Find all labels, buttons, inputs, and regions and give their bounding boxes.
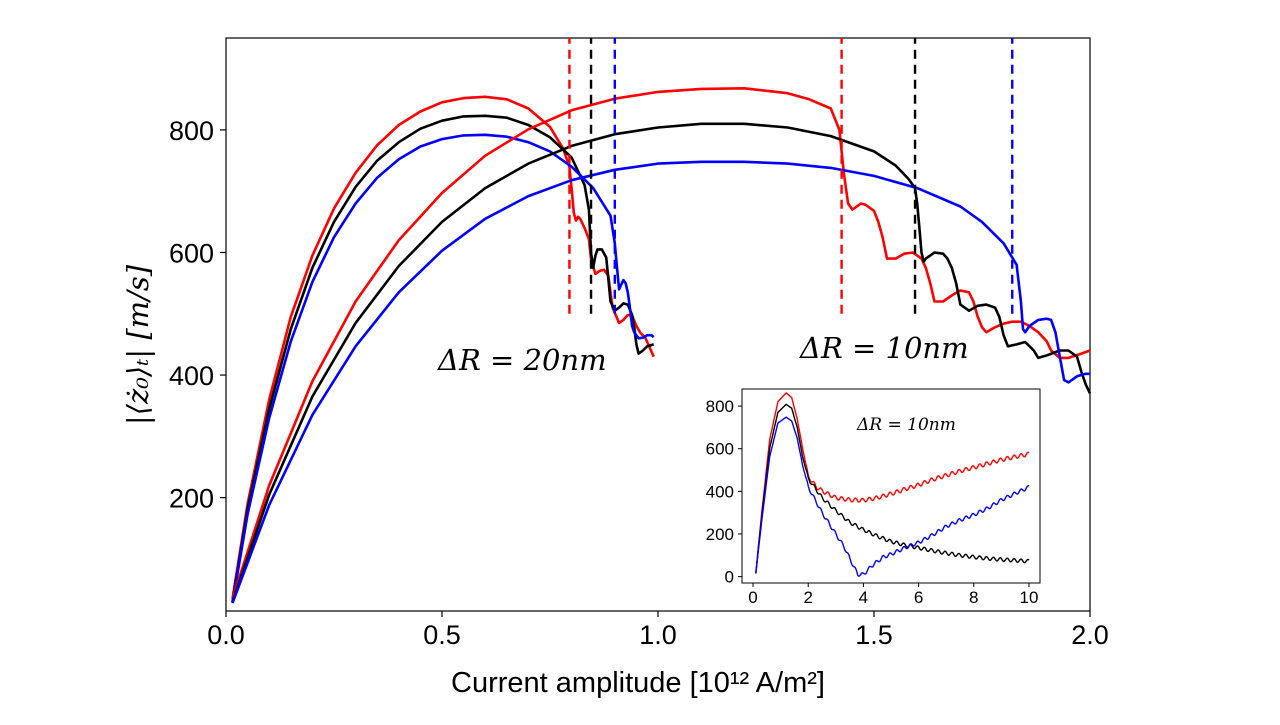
inset-y-tick-label-1: 200 — [706, 525, 734, 544]
inset-ticks-group: 0 2 4 6 8 10 0 200 400 600 800 — [706, 397, 1039, 607]
annotation-dr20: ΔR = 20nm — [437, 343, 607, 377]
inset-title: ΔR = 10nm — [856, 415, 956, 435]
series-line-3 — [231, 87, 1091, 600]
inset-series-line-1 — [755, 403, 1030, 574]
y-tick-label-3: 800 — [169, 116, 214, 146]
x-axis-label: Current amplitude [10¹² A/m²] — [451, 667, 825, 699]
y-tick-label-1: 400 — [169, 361, 214, 391]
x-tick-label-1: 0.5 — [423, 620, 461, 650]
x-tick-label-4: 2.0 — [1071, 620, 1109, 650]
inset-x-tick-label-2: 4 — [859, 588, 868, 607]
inset-x-tick-label-5: 10 — [1020, 588, 1039, 607]
x-tick-label-2: 1.0 — [639, 620, 677, 650]
inset-y-tick-label-3: 600 — [706, 440, 734, 459]
series-line-0 — [231, 95, 655, 599]
inset-series-line-2 — [755, 416, 1030, 577]
main-series-group — [231, 87, 1092, 604]
inset-x-tick-label-1: 2 — [803, 588, 812, 607]
x-tick-label-3: 1.5 — [855, 620, 893, 650]
x-tick-label-0: 0.0 — [207, 620, 245, 650]
inset-x-tick-label-3: 6 — [914, 588, 923, 607]
inset-y-tick-label-4: 800 — [706, 397, 734, 416]
inset-x-tick-label-0: 0 — [748, 588, 757, 607]
series-line-4 — [231, 122, 1092, 603]
annotation-dr10: ΔR = 10nm — [799, 331, 969, 365]
series-line-5 — [231, 160, 1090, 604]
y-tick-label-0: 200 — [169, 484, 214, 514]
inset-y-tick-label-2: 400 — [706, 482, 734, 501]
inset-y-tick-label-0: 0 — [725, 568, 734, 587]
inset-series-line-0 — [755, 392, 1030, 574]
threshold-lines-group — [568, 38, 1014, 314]
inset-x-tick-label-4: 8 — [969, 588, 978, 607]
y-tick-label-2: 600 — [169, 238, 214, 268]
inset-series-group — [755, 392, 1030, 577]
y-axis-label: |⟨ż₀⟩ₜ| [m/s] — [121, 264, 155, 425]
